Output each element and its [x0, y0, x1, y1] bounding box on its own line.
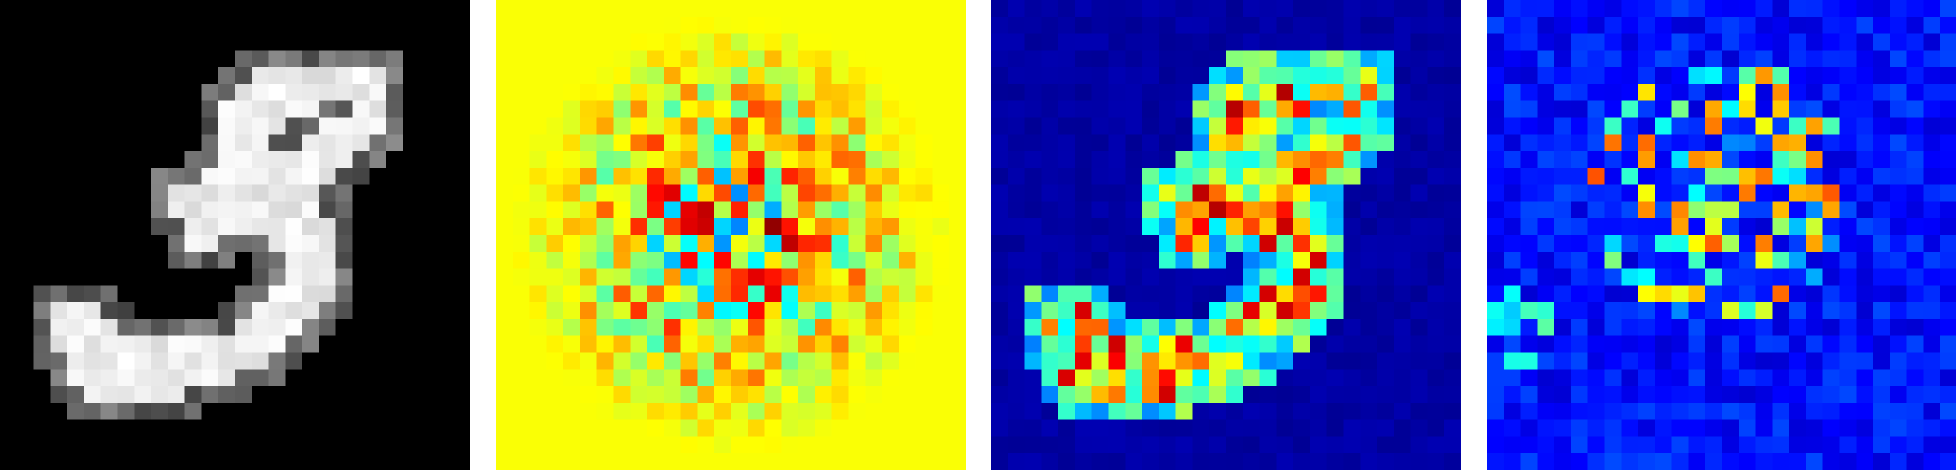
- positive-saliency-panel: [991, 0, 1461, 470]
- gradient-magnitude-heatmap: [1487, 0, 1956, 470]
- signed-attribution-panel: [496, 0, 966, 470]
- positive-saliency-heatmap: [991, 0, 1461, 470]
- input-digit-panel: [0, 0, 470, 470]
- input-digit-image: [0, 0, 470, 470]
- gradient-magnitude-panel: [1487, 0, 1956, 470]
- signed-attribution-heatmap: [496, 0, 966, 470]
